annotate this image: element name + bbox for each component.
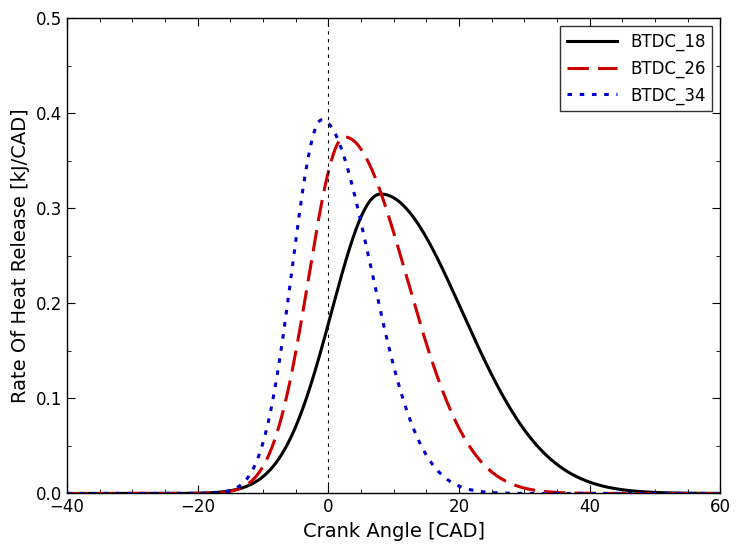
BTDC_34: [137, 490, 146, 497]
BTDC_18: [633, 488, 642, 495]
BTDC_18: [716, 490, 725, 497]
BTDC_26: [137, 490, 146, 497]
Legend: BTDC_18, BTDC_26, BTDC_34: BTDC_18, BTDC_26, BTDC_34: [560, 26, 712, 112]
BTDC_26: [703, 490, 712, 497]
BTDC_18: [376, 190, 385, 197]
X-axis label: Crank Angle [CAD]: Crank Angle [CAD]: [303, 522, 485, 541]
BTDC_26: [62, 490, 71, 497]
Y-axis label: Rate Of Heat Release [kJ/CAD]: Rate Of Heat Release [kJ/CAD]: [11, 109, 30, 403]
Line: BTDC_26: BTDC_26: [67, 137, 720, 493]
BTDC_34: [703, 490, 712, 497]
BTDC_18: [341, 257, 350, 264]
BTDC_26: [633, 490, 642, 497]
BTDC_34: [176, 490, 185, 497]
BTDC_26: [313, 222, 322, 229]
BTDC_18: [62, 490, 71, 497]
BTDC_34: [716, 490, 725, 497]
BTDC_34: [62, 490, 71, 497]
BTDC_26: [341, 134, 349, 140]
BTDC_34: [633, 490, 642, 497]
BTDC_34: [318, 116, 326, 123]
BTDC_26: [176, 490, 185, 497]
BTDC_18: [137, 490, 146, 497]
BTDC_18: [176, 490, 185, 497]
BTDC_34: [313, 120, 322, 127]
BTDC_26: [341, 134, 350, 140]
BTDC_18: [313, 359, 322, 366]
Line: BTDC_18: BTDC_18: [67, 194, 720, 493]
BTDC_18: [703, 490, 712, 497]
BTDC_34: [341, 160, 350, 166]
Line: BTDC_34: BTDC_34: [67, 120, 720, 493]
BTDC_26: [716, 490, 725, 497]
